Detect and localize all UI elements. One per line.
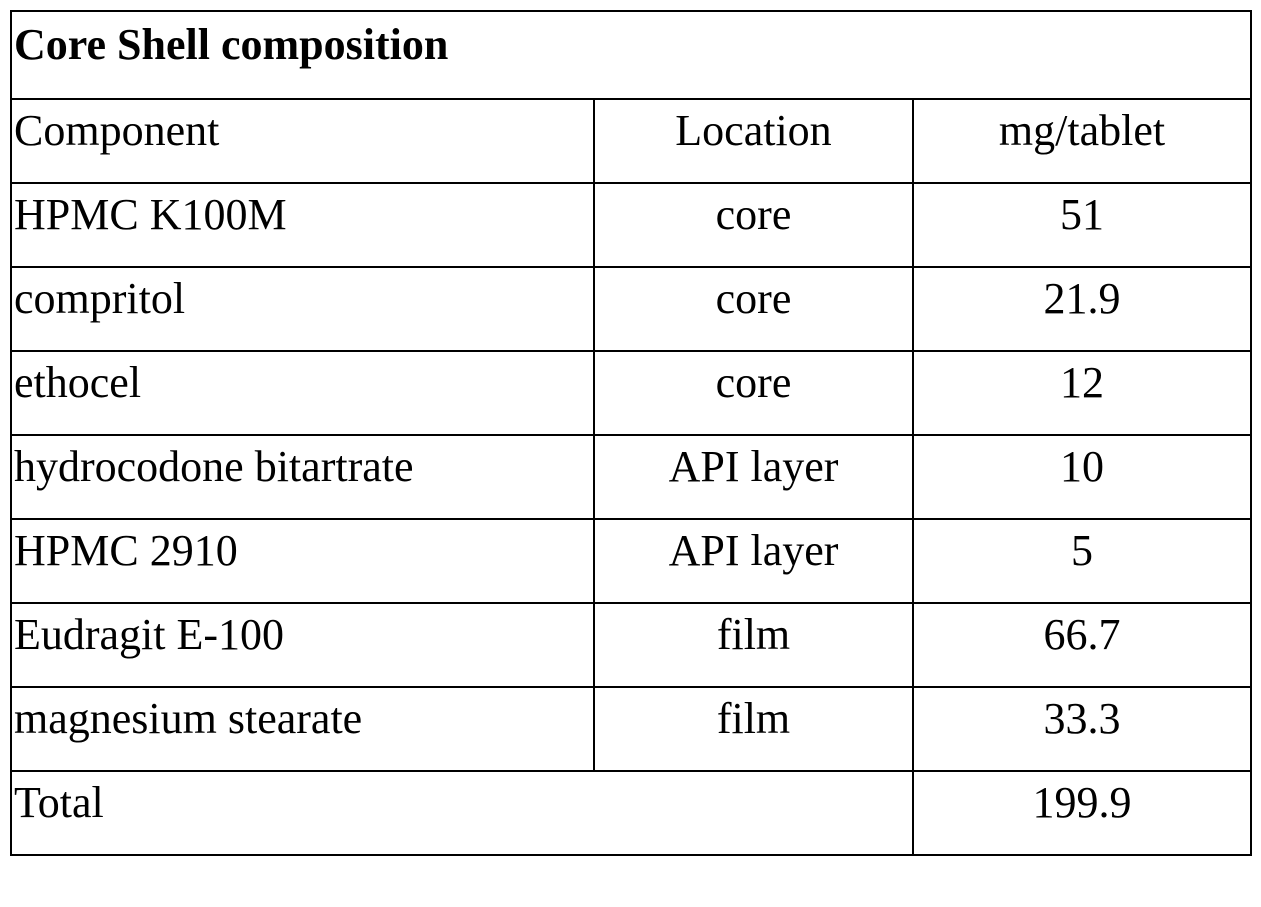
location-value: core	[715, 274, 792, 323]
location-cell: core	[593, 182, 914, 268]
mg-cell: 5	[911, 518, 1253, 604]
total-mg-value: 199.9	[1032, 778, 1132, 827]
location-value: core	[715, 358, 792, 407]
total-row: Total 199.9	[10, 770, 1253, 856]
mg-value: 5	[1071, 526, 1094, 575]
composition-table: Core Shell composition Component Locatio…	[9, 10, 1253, 856]
mg-value: 10	[1060, 442, 1105, 491]
mg-cell: 66.7	[911, 602, 1253, 688]
location-value: film	[716, 694, 791, 743]
table-row: hydrocodone bitartrate API layer 10	[10, 434, 1253, 520]
table-title-cell: Core Shell composition	[9, 10, 1253, 100]
location-value: API layer	[668, 442, 839, 491]
component-name: HPMC K100M	[14, 190, 287, 239]
total-mg-cell: 199.9	[911, 770, 1253, 856]
table-row: Eudragit E-100 film 66.7	[10, 602, 1253, 688]
component-name: magnesium stearate	[14, 694, 363, 743]
header-cell-component: Component	[10, 98, 595, 184]
mg-cell: 21.9	[911, 266, 1253, 352]
header-row: Component Location mg/tablet	[10, 98, 1253, 184]
component-name: Eudragit E-100	[14, 610, 285, 659]
mg-value: 21.9	[1043, 274, 1121, 323]
component-cell: ethocel	[10, 350, 595, 436]
total-label-cell: Total	[10, 770, 914, 856]
location-cell: API layer	[593, 518, 914, 604]
mg-cell: 51	[911, 182, 1253, 268]
component-cell: compritol	[10, 266, 595, 352]
table-row: compritol core 21.9	[10, 266, 1253, 352]
location-value: film	[716, 610, 791, 659]
title-row: Core Shell composition	[9, 10, 1253, 100]
table-row: HPMC 2910 API layer 5	[10, 518, 1253, 604]
header-component: Component	[14, 106, 220, 155]
table-row: ethocel core 12	[10, 350, 1253, 436]
component-name: hydrocodone bitartrate	[14, 442, 414, 491]
mg-cell: 12	[911, 350, 1253, 436]
location-cell: film	[593, 686, 914, 772]
component-cell: HPMC 2910	[10, 518, 595, 604]
component-cell: HPMC K100M	[10, 182, 595, 268]
mg-value: 51	[1060, 190, 1105, 239]
table-title: Core Shell composition	[14, 20, 449, 69]
component-cell: Eudragit E-100	[10, 602, 595, 688]
component-name: ethocel	[14, 358, 142, 407]
header-cell-location: Location	[593, 98, 914, 184]
component-cell: hydrocodone bitartrate	[10, 434, 595, 520]
component-cell: magnesium stearate	[10, 686, 595, 772]
mg-value: 33.3	[1043, 694, 1121, 743]
header-location: Location	[675, 106, 832, 155]
location-value: API layer	[668, 526, 839, 575]
header-mg-per-tablet: mg/tablet	[998, 106, 1166, 155]
table-row: magnesium stearate film 33.3	[10, 686, 1253, 772]
total-label: Total	[14, 778, 104, 827]
table-row: HPMC K100M core 51	[10, 182, 1253, 268]
mg-value: 12	[1060, 358, 1105, 407]
location-cell: film	[593, 602, 914, 688]
location-cell: core	[593, 266, 914, 352]
component-name: HPMC 2910	[14, 526, 238, 575]
mg-cell: 33.3	[911, 686, 1253, 772]
location-cell: API layer	[593, 434, 914, 520]
location-cell: core	[593, 350, 914, 436]
component-name: compritol	[14, 274, 186, 323]
mg-cell: 10	[911, 434, 1253, 520]
location-value: core	[715, 190, 792, 239]
mg-value: 66.7	[1043, 610, 1121, 659]
header-cell-mg: mg/tablet	[911, 98, 1253, 184]
